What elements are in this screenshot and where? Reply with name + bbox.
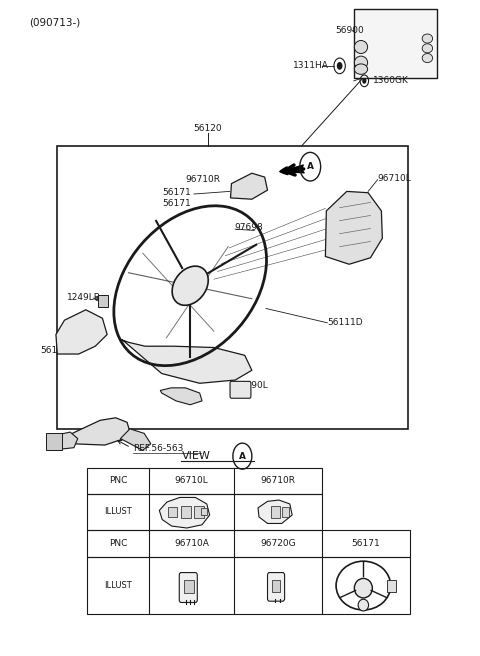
Ellipse shape — [354, 41, 368, 54]
FancyBboxPatch shape — [97, 295, 108, 307]
Text: 1249LB: 1249LB — [67, 293, 101, 302]
Polygon shape — [121, 340, 252, 383]
Text: 56190L: 56190L — [234, 380, 268, 390]
FancyBboxPatch shape — [267, 573, 285, 601]
Polygon shape — [258, 500, 292, 523]
Text: 96710R: 96710R — [261, 476, 296, 485]
Bar — [387, 581, 396, 592]
Polygon shape — [159, 497, 210, 528]
Bar — [47, 434, 61, 450]
Text: 96710R: 96710R — [185, 175, 220, 184]
Text: 1311HA: 1311HA — [293, 62, 329, 70]
Text: PNC: PNC — [109, 476, 127, 485]
FancyBboxPatch shape — [230, 381, 251, 398]
Text: ILLUST: ILLUST — [104, 581, 132, 590]
Text: 56171: 56171 — [162, 199, 191, 207]
Circle shape — [362, 78, 366, 84]
Text: ILLUST: ILLUST — [104, 507, 132, 516]
Polygon shape — [230, 173, 267, 199]
Bar — [87, 557, 410, 614]
Ellipse shape — [172, 266, 208, 305]
Text: 56171: 56171 — [351, 539, 380, 548]
Text: A: A — [239, 451, 246, 461]
Bar — [201, 508, 207, 515]
Polygon shape — [160, 388, 202, 405]
Ellipse shape — [422, 34, 432, 43]
Text: PNC: PNC — [109, 539, 127, 548]
Bar — [282, 507, 289, 517]
FancyBboxPatch shape — [179, 573, 197, 602]
FancyBboxPatch shape — [354, 9, 437, 77]
Text: 56171: 56171 — [162, 188, 191, 197]
Polygon shape — [47, 432, 78, 450]
Text: 56111D: 56111D — [328, 318, 363, 327]
Text: A: A — [307, 162, 314, 171]
Circle shape — [337, 62, 343, 70]
Polygon shape — [59, 418, 130, 445]
Text: 56900: 56900 — [335, 26, 364, 35]
Polygon shape — [325, 192, 383, 264]
Bar — [184, 581, 193, 594]
Polygon shape — [120, 429, 151, 450]
Text: 96710L: 96710L — [175, 476, 208, 485]
Text: REF.56-563: REF.56-563 — [133, 444, 184, 453]
Bar — [57, 146, 408, 429]
Ellipse shape — [422, 54, 432, 62]
Text: 56190R: 56190R — [40, 346, 75, 356]
Ellipse shape — [354, 56, 368, 69]
Bar — [181, 506, 191, 518]
Text: VIEW: VIEW — [182, 451, 211, 461]
Bar — [168, 506, 178, 517]
Bar — [87, 468, 322, 494]
Polygon shape — [56, 310, 107, 354]
Ellipse shape — [422, 44, 432, 53]
Text: 96710A: 96710A — [174, 539, 209, 548]
Ellipse shape — [354, 579, 372, 598]
Text: 1360GK: 1360GK — [373, 76, 408, 85]
Ellipse shape — [354, 64, 368, 74]
Text: 56120: 56120 — [193, 124, 222, 133]
Bar — [87, 529, 410, 557]
Bar — [87, 494, 322, 529]
Text: (090713-): (090713-) — [29, 17, 80, 27]
Text: 96710L: 96710L — [378, 174, 411, 183]
Ellipse shape — [358, 599, 369, 611]
Text: 97698: 97698 — [234, 222, 263, 232]
Text: 96720G: 96720G — [260, 539, 296, 548]
Bar — [194, 506, 204, 518]
Bar — [271, 506, 280, 518]
Bar — [272, 581, 280, 592]
